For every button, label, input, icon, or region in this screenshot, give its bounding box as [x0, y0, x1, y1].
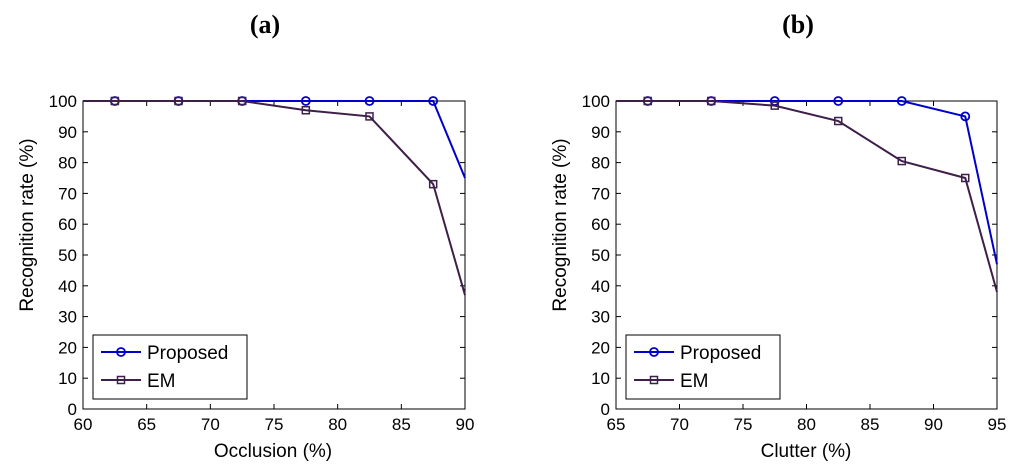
y-tick-label: 20: [591, 338, 610, 357]
data-point-proposed: [896, 96, 907, 106]
data-point-em: [110, 96, 120, 106]
chart-panel-b: (b) Recognition rate (%) Clutter (%) 65 7…: [550, 10, 1006, 462]
legend-box: [625, 334, 781, 400]
y-tick-label: 60: [591, 215, 610, 234]
data-point-proposed: [960, 111, 971, 122]
y-axis-title: Recognition rate (%): [550, 138, 571, 311]
x-tick-label: 70: [201, 415, 220, 434]
data-point-em: [301, 105, 311, 115]
y-tick-label: 70: [591, 184, 610, 203]
x-tick-label: 75: [734, 415, 753, 434]
data-point-em: [643, 96, 652, 106]
panel-label: (b): [782, 10, 814, 39]
series-line-em: [616, 100, 998, 293]
y-tick-label: 50: [58, 246, 77, 265]
x-axis-title: Occlusion (%): [214, 441, 332, 462]
data-point-proposed: [428, 96, 439, 106]
x-tick-label: 65: [137, 415, 156, 434]
series-line-proposed: [83, 100, 466, 179]
y-tick-label: 40: [591, 277, 610, 296]
x-tick-label: 65: [607, 415, 626, 434]
legend-marker-proposed: [116, 347, 126, 357]
y-tick-label: 30: [58, 308, 77, 327]
y-tick-label: 80: [591, 154, 610, 173]
legend-marker-em: [116, 375, 126, 385]
series-line-proposed: [616, 100, 998, 265]
data-point-proposed: [300, 96, 311, 106]
data-point-em: [834, 116, 843, 126]
y-tick-label: 0: [601, 400, 610, 419]
legend-marker-proposed: [649, 347, 659, 357]
x-tick-label: 90: [924, 415, 943, 434]
y-tick-label: 80: [58, 154, 77, 173]
y-tick-label: 90: [591, 123, 610, 142]
data-point-em: [365, 112, 374, 121]
y-tick-label: 10: [58, 369, 77, 388]
legend-box: [92, 334, 248, 400]
y-tick-label: 20: [58, 338, 77, 357]
legend-label-proposed: Proposed: [680, 343, 761, 364]
x-tick-label: 80: [328, 415, 347, 434]
y-tick-label: 50: [591, 246, 610, 265]
data-point-em: [897, 156, 906, 166]
data-point-em: [770, 101, 779, 110]
series-line-em: [83, 100, 466, 296]
legend-label-em: EM: [680, 371, 709, 392]
x-tick-label: 90: [456, 415, 475, 434]
legend-label-proposed: Proposed: [147, 343, 228, 364]
legend-label-em: EM: [147, 371, 176, 392]
data-point-em: [174, 96, 183, 106]
data-point-em: [707, 96, 716, 106]
panel-label: (a): [250, 10, 280, 39]
x-tick-label: 95: [988, 415, 1007, 434]
legend: Proposed EM: [625, 334, 781, 400]
data-point-proposed: [364, 96, 375, 106]
x-tick-label: 85: [861, 415, 880, 434]
y-tick-label: 100: [582, 92, 610, 111]
y-axis-title: Recognition rate (%): [17, 138, 38, 311]
data-point-proposed: [833, 96, 844, 106]
chart-panel-a: (a) Recognition rate (%) Occlusion (%) 6…: [17, 10, 474, 462]
legend: Proposed EM: [92, 334, 248, 400]
x-tick-label: 75: [265, 415, 284, 434]
legend-marker-em: [649, 375, 659, 385]
x-axis-title: Clutter (%): [761, 441, 852, 462]
data-point-em: [428, 179, 438, 189]
data-point-em: [961, 173, 970, 183]
y-tick-label: 90: [58, 123, 77, 142]
y-tick-label: 0: [68, 400, 77, 419]
x-tick-label: 80: [797, 415, 816, 434]
x-tick-label: 60: [74, 415, 93, 434]
y-tick-label: 60: [58, 215, 77, 234]
x-tick-label: 70: [670, 415, 689, 434]
y-tick-label: 30: [591, 308, 610, 327]
data-point-em: [237, 96, 247, 106]
y-tick-label: 100: [49, 92, 77, 111]
y-tick-label: 40: [58, 277, 77, 296]
y-tick-label: 70: [58, 184, 77, 203]
y-tick-label: 10: [591, 369, 610, 388]
x-tick-label: 85: [392, 415, 411, 434]
